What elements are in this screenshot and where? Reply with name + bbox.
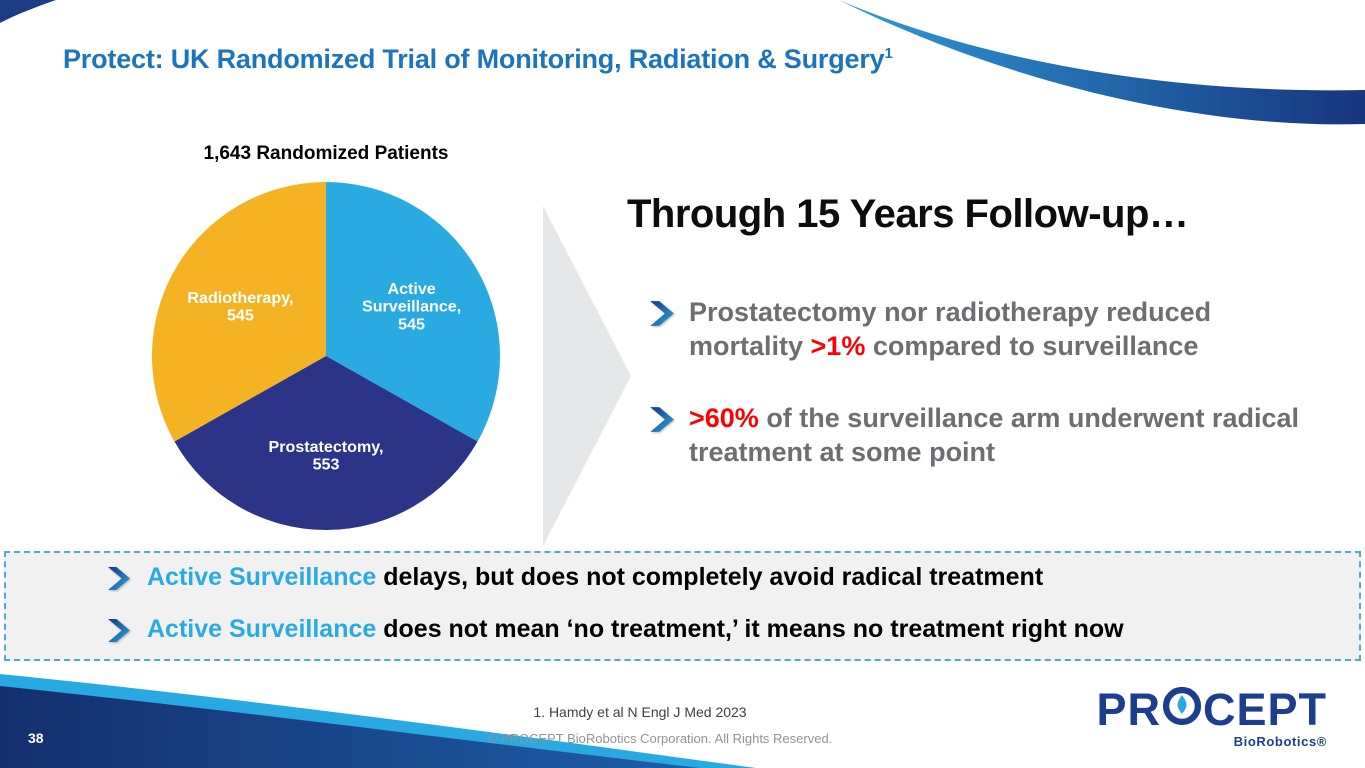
bullet-item: Prostatectomy nor radiotherapy reduced m… [648,296,1301,364]
bullet-text-segment: compared to surveillance [865,330,1199,361]
copyright-text: © PROCEPT BioRobotics Corporation. All R… [487,731,833,746]
bullet-text-segment: of the surveillance arm underwent radica… [689,403,1299,467]
top-left-swoosh [0,0,56,23]
logo-subtext: BioRobotics® [1233,734,1327,749]
callout-highlight: Active Surveillance [147,563,377,591]
page-title: Protect: UK Randomized Trial of Monitori… [63,44,893,75]
callout-highlight: Active Surveillance [147,615,377,643]
bullet-text-segment: Prostatectomy nor radiotherapy reduced m… [689,297,1212,361]
chevron-bullet-icon [648,406,675,433]
pie-slice-label: Radiotherapy, 545 [187,289,293,325]
logo-text-post: CEPT [1202,684,1327,735]
bottom-swoosh [0,674,756,768]
pie-slice-label: Active Surveillance, 545 [362,280,461,333]
callout-line: Active Surveillance does not mean ‘no tr… [106,615,1124,644]
callout-box: Active Surveillance delays, but does not… [4,551,1361,661]
bullet-text-emphasis: >60% [689,403,759,433]
pie-slice-active-surveillance [326,182,501,442]
reference-footnote: 1. Hamdy et al N Engl J Med 2023 [533,704,747,720]
pie-chart-title: 1,643 Randomized Patients [203,143,449,164]
slide-number: 38 [28,730,44,746]
top-right-swoosh [839,0,1365,125]
pie-slice-label: Prostatectomy, 553 [269,438,384,474]
page-title-text: Protect: UK Randomized Trial of Monitori… [63,44,885,74]
bullet-text: Prostatectomy nor radiotherapy reduced m… [689,296,1301,364]
procept-logo: PR CEPT BioRobotics® [1096,686,1327,749]
logo-droplet-o-icon [1162,686,1202,733]
pie-slice-prostatectomy [174,356,478,531]
callout-text: Active Surveillance delays, but does not… [147,563,1043,592]
chevron-bullet-icon [106,618,131,643]
chevron-bullet-icon [648,300,675,327]
transition-arrow [543,206,631,546]
pie-chart: Active Surveillance, 545 Prostatectomy, 553 R… [151,182,501,531]
logo-text-pre: PR [1096,684,1161,735]
bullet-item: >60% of the surveillance arm underwent r… [648,402,1301,470]
callout-text: Active Surveillance does not mean ‘no tr… [147,615,1124,644]
page-title-superscript: 1 [884,45,893,62]
bullet-text-emphasis: >1% [810,330,866,361]
pie-slice-radiotherapy [151,182,326,442]
callout-line: Active Surveillance delays, but does not… [106,563,1043,592]
chevron-bullet-icon [106,566,131,591]
callout-rest: does not mean ‘no treatment,’ it means n… [376,615,1124,643]
procept-wordmark: PR CEPT [1096,686,1327,733]
bullet-text: >60% of the surveillance arm underwent r… [689,402,1301,470]
section-heading: Through 15 Years Follow-up… [627,192,1189,236]
callout-rest: delays, but does not completely avoid ra… [376,563,1044,591]
